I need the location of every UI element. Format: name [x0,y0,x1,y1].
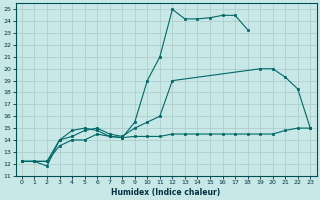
X-axis label: Humidex (Indice chaleur): Humidex (Indice chaleur) [111,188,221,197]
